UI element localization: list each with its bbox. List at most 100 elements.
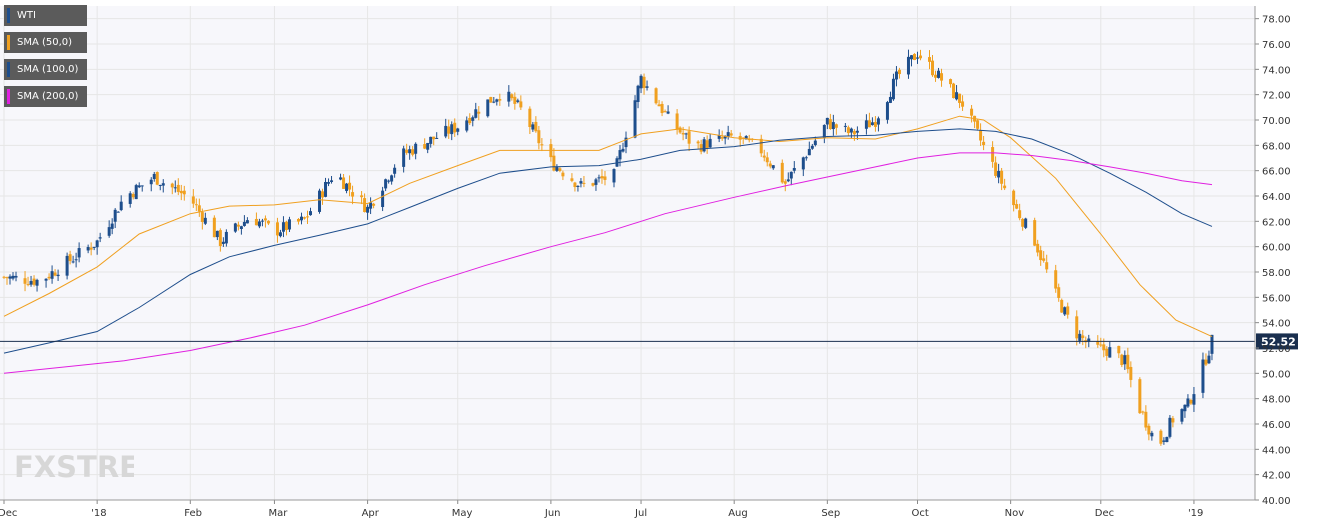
- candle-body: [254, 218, 258, 226]
- y-tick-label: 70.00: [1262, 116, 1291, 127]
- candle-body: [696, 141, 700, 144]
- legend-item-sma-100[interactable]: SMA (100,0): [4, 59, 88, 80]
- candle-body: [594, 179, 598, 185]
- y-tick-label: 60.00: [1262, 243, 1291, 254]
- candle-body: [831, 122, 835, 130]
- candle-body: [828, 119, 832, 130]
- candle-body: [327, 182, 331, 184]
- candle-body: [47, 276, 51, 279]
- legend-label: WTI: [17, 10, 36, 21]
- x-tick-label: '19: [1188, 508, 1203, 519]
- candle-body: [176, 184, 180, 192]
- candle-body: [92, 246, 96, 248]
- candle-body: [804, 157, 808, 159]
- candle-body: [717, 135, 721, 139]
- candle-body: [393, 167, 397, 174]
- candle-body: [309, 211, 312, 216]
- candle-body: [86, 247, 90, 251]
- candle-body: [654, 88, 658, 104]
- candle-body: [846, 127, 850, 134]
- candle-body: [432, 136, 436, 140]
- candle-body: [429, 136, 433, 144]
- candle-body: [723, 135, 727, 139]
- candle-body: [909, 55, 913, 60]
- candle-body: [1192, 394, 1196, 405]
- legend-swatch: [7, 35, 10, 50]
- candle-body: [257, 221, 261, 227]
- candle-body: [1000, 170, 1004, 184]
- x-tick-label: Dec: [0, 508, 17, 519]
- last-price-tag: [1256, 333, 1298, 350]
- candle-body: [1102, 344, 1106, 351]
- candle-body: [570, 178, 574, 181]
- candle-body: [351, 192, 355, 197]
- candle-body: [498, 99, 502, 101]
- candle-body: [489, 96, 493, 103]
- candle-body: [369, 202, 373, 209]
- candle-body: [212, 217, 216, 238]
- candle-body: [1081, 335, 1085, 339]
- candle-body: [765, 157, 769, 163]
- candle-body: [1039, 250, 1043, 261]
- candle-body: [411, 149, 415, 155]
- candle-body: [302, 217, 306, 219]
- candle-body: [1015, 204, 1019, 209]
- candle-body: [245, 220, 249, 224]
- candle-body: [780, 162, 784, 183]
- sma-line-50: [3, 115, 1213, 338]
- x-tick-label: Aug: [728, 508, 748, 519]
- x-tick-label: Apr: [362, 508, 380, 519]
- legend-item-sma-50[interactable]: SMA (50,0): [4, 32, 88, 53]
- candle-body: [305, 216, 309, 218]
- candle-body: [408, 149, 412, 154]
- candle-body: [684, 133, 688, 135]
- candle-body: [278, 232, 282, 237]
- candle-body: [991, 147, 995, 162]
- y-tick-label: 74.00: [1262, 65, 1291, 76]
- candle-body: [603, 176, 607, 180]
- candle-body: [224, 231, 228, 244]
- candle-body: [149, 179, 153, 185]
- candle-body: [1165, 436, 1169, 443]
- candle-body: [110, 223, 114, 229]
- candle-body: [1021, 218, 1025, 227]
- candle-body: [636, 85, 640, 102]
- candle-body: [1063, 307, 1067, 315]
- candle-body: [71, 261, 75, 263]
- candle-body: [834, 124, 838, 128]
- candle-body: [912, 53, 916, 61]
- legend-swatch: [7, 8, 10, 23]
- candle-body: [197, 205, 201, 212]
- candle-body: [1204, 359, 1208, 365]
- candle-body: [23, 278, 27, 284]
- candle-body: [705, 140, 709, 149]
- legend-item-wti[interactable]: WTI: [4, 5, 88, 26]
- candle-body: [348, 182, 352, 190]
- candle-body: [618, 150, 622, 160]
- y-tick-label: 42.00: [1262, 471, 1291, 482]
- candle-body: [507, 91, 511, 102]
- candle-body: [486, 99, 490, 117]
- candle-body: [456, 128, 460, 132]
- candle-body: [65, 255, 69, 276]
- legend-item-sma-200[interactable]: SMA (200,0): [4, 86, 88, 107]
- candle-body: [1168, 417, 1172, 437]
- candle-body: [11, 275, 15, 279]
- candle-body: [918, 55, 922, 59]
- candle-body: [453, 122, 457, 133]
- x-tick-label: '18: [91, 508, 106, 519]
- candle-body: [450, 124, 454, 135]
- candle-body: [660, 103, 664, 114]
- candle-body: [203, 217, 207, 224]
- candle-body: [888, 96, 892, 103]
- x-tick-label: Nov: [1005, 508, 1025, 519]
- candle-body: [870, 122, 874, 126]
- candles: [2, 49, 1214, 446]
- candle-body: [915, 57, 919, 59]
- candle-body: [931, 60, 935, 76]
- candle-body: [624, 137, 628, 148]
- candle-body: [801, 157, 805, 170]
- candle-body: [633, 100, 637, 138]
- candle-body: [74, 259, 78, 261]
